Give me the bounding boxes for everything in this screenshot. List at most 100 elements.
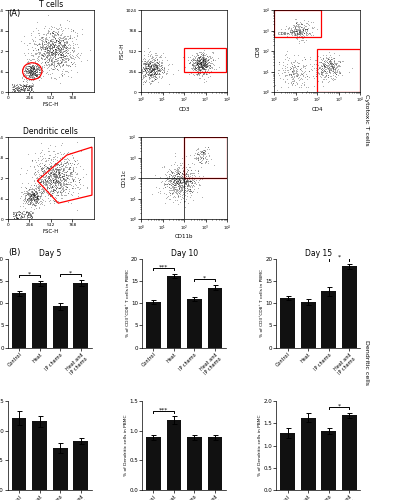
Point	[49, 56, 55, 64]
Point	[164, 176, 170, 184]
Point	[303, 70, 310, 78]
Point	[198, 147, 205, 155]
Point	[32, 193, 39, 201]
Point	[29, 194, 36, 202]
Point	[46, 174, 52, 182]
Point	[169, 60, 175, 68]
Point	[153, 184, 159, 192]
Point	[22, 66, 28, 74]
Point	[65, 174, 71, 182]
Point	[291, 26, 297, 34]
Point	[23, 82, 29, 90]
Point	[55, 172, 62, 179]
Point	[66, 44, 72, 52]
Point	[193, 56, 200, 64]
Point	[148, 68, 154, 76]
Point	[48, 178, 55, 186]
Point	[326, 48, 332, 56]
Point	[46, 174, 52, 182]
Point	[45, 183, 51, 191]
Point	[156, 67, 163, 75]
Point	[194, 60, 201, 68]
Point	[60, 50, 66, 58]
Point	[52, 32, 58, 40]
Point	[44, 43, 51, 51]
Point	[175, 180, 181, 188]
Point	[27, 190, 33, 198]
Point	[30, 181, 37, 189]
Point	[31, 66, 38, 74]
Point	[327, 66, 333, 74]
Point	[301, 26, 308, 34]
Point	[175, 180, 182, 188]
Point	[313, 70, 319, 78]
Point	[194, 144, 201, 152]
Point	[160, 184, 166, 192]
Point	[175, 180, 181, 188]
Point	[53, 46, 59, 54]
Point	[32, 56, 38, 64]
Point	[56, 42, 62, 50]
Point	[28, 194, 34, 202]
Point	[188, 188, 195, 196]
Point	[172, 148, 178, 156]
Point	[174, 172, 180, 180]
Point	[168, 176, 174, 184]
Point	[174, 196, 181, 204]
Point	[326, 63, 332, 71]
Point	[25, 75, 32, 83]
Point	[285, 56, 291, 64]
Point	[46, 42, 52, 50]
Point	[194, 150, 201, 158]
Point	[61, 174, 67, 182]
Point	[51, 34, 58, 42]
Point	[181, 176, 187, 184]
Point	[40, 179, 46, 187]
Point	[24, 60, 30, 68]
Point	[195, 60, 202, 68]
Point	[59, 48, 66, 56]
Point	[27, 86, 33, 94]
Point	[36, 186, 42, 194]
Point	[300, 26, 306, 34]
Point	[55, 166, 61, 173]
Point	[331, 68, 338, 76]
Bar	[317, 50, 360, 92]
Point	[151, 55, 157, 63]
Point	[28, 192, 34, 200]
Point	[176, 192, 183, 200]
Point	[60, 182, 67, 190]
Point	[160, 64, 167, 72]
Point	[145, 62, 151, 70]
Point	[43, 179, 50, 187]
Point	[65, 160, 71, 168]
Point	[56, 172, 62, 179]
Point	[205, 56, 211, 64]
Point	[291, 31, 297, 39]
Point	[188, 174, 194, 182]
Point	[51, 42, 57, 50]
Point	[314, 56, 320, 64]
Point	[141, 72, 148, 80]
Point	[145, 62, 151, 70]
Point	[59, 190, 65, 198]
Point	[53, 178, 59, 186]
Point	[55, 54, 62, 62]
Point	[22, 64, 28, 72]
Point	[45, 51, 51, 59]
Point	[53, 178, 59, 186]
Point	[49, 164, 55, 172]
Point	[142, 60, 148, 68]
Point	[142, 64, 148, 72]
Point	[32, 197, 39, 205]
Point	[48, 55, 54, 63]
Point	[24, 71, 30, 79]
Point	[62, 162, 68, 170]
Point	[45, 52, 51, 60]
Point	[38, 139, 45, 147]
Point	[166, 194, 172, 202]
Point	[38, 178, 44, 186]
Point	[286, 70, 293, 78]
Point	[45, 174, 51, 182]
Point	[171, 172, 177, 180]
